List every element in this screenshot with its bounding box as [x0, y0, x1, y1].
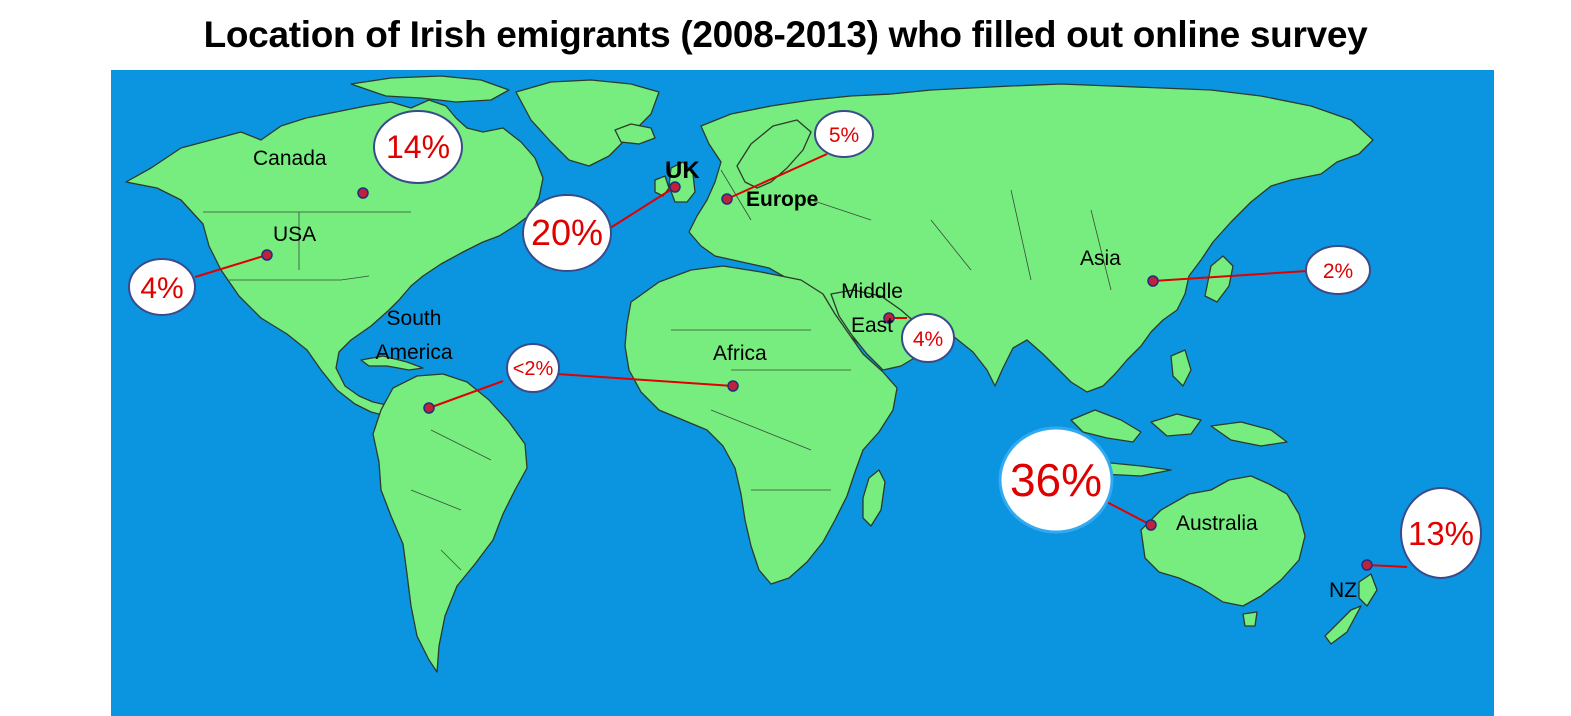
world-map-drawing: Canada USA UK Europe South America Afric…	[125, 75, 1482, 673]
leader-line-australia	[1100, 498, 1152, 526]
north-america-landmass	[125, 99, 544, 423]
scandinavia-landmass	[736, 119, 812, 189]
percent-usa: 4%	[140, 272, 183, 305]
madagascar-landmass	[862, 469, 886, 527]
region-label-africa: Africa	[713, 342, 767, 365]
bubble-australia: 36%	[998, 426, 1114, 534]
marker-south-america	[423, 402, 435, 414]
leader-line-nz	[1366, 564, 1408, 568]
caribbean-islands	[360, 355, 424, 371]
arctic-islands	[350, 75, 510, 103]
marker-usa	[261, 249, 273, 261]
iceland-landmass	[614, 123, 656, 145]
bubble-nz: 13%	[1400, 487, 1482, 579]
south-america-landmass	[372, 373, 528, 673]
japan-islands	[1204, 255, 1234, 303]
bubble-middle-east: 4%	[901, 313, 955, 363]
percent-europe: 5%	[829, 124, 859, 147]
australia-landmass	[1140, 475, 1306, 607]
leader-lines	[194, 153, 1408, 568]
leader-line-europe	[726, 153, 828, 200]
leader-line-usa	[194, 254, 268, 278]
percent-uk: 20%	[531, 212, 603, 253]
bubble-usa: 4%	[128, 258, 196, 316]
map-title: Location of Irish emigrants (2008-2013) …	[203, 14, 1368, 55]
region-label-middle-east-line1: Middle	[841, 280, 903, 303]
percent-australia: 36%	[1010, 454, 1102, 506]
region-label-nz: NZ	[1329, 579, 1357, 602]
marker-canada	[357, 187, 369, 199]
percent-asia: 2%	[1323, 260, 1353, 283]
region-label-uk: UK	[665, 157, 700, 184]
bubble-canada: 14%	[373, 110, 463, 184]
new-zealand-landmass	[1324, 573, 1378, 645]
leader-line-asia	[1152, 270, 1308, 282]
percent-south-america: <2%	[513, 358, 554, 380]
bubble-asia: 2%	[1305, 245, 1371, 295]
africa-landmass	[624, 265, 898, 585]
marker-asia	[1147, 275, 1159, 287]
region-label-south-america-line1: South	[387, 307, 442, 330]
percent-middle-east: 4%	[913, 328, 943, 351]
percent-nz: 13%	[1408, 515, 1474, 552]
marker-uk	[669, 181, 681, 193]
indonesia-islands	[1060, 349, 1288, 477]
marker-europe	[721, 193, 733, 205]
marker-australia	[1145, 519, 1157, 531]
region-label-canada: Canada	[253, 147, 327, 170]
leader-line-africa	[556, 373, 734, 387]
leader-line-uk	[606, 186, 676, 231]
region-label-usa: USA	[273, 223, 316, 246]
bubble-europe: 5%	[814, 110, 874, 158]
tasmania-landmass	[1242, 611, 1258, 627]
region-label-middle-east-line2: East	[851, 314, 893, 337]
marker-nz	[1361, 559, 1373, 571]
bubble-uk: 20%	[522, 194, 612, 272]
region-label-australia: Australia	[1176, 512, 1258, 535]
bubble-south-america: <2%	[506, 343, 560, 393]
leader-line-south-america	[428, 380, 504, 409]
region-label-south-america-line2: America	[375, 341, 452, 364]
percent-canada: 14%	[386, 129, 450, 165]
marker-middle-east	[883, 312, 895, 324]
region-label-europe: Europe	[746, 188, 818, 211]
greenland-landmass	[515, 79, 660, 167]
marker-africa	[727, 380, 739, 392]
region-label-asia: Asia	[1080, 247, 1121, 270]
location-markers	[261, 181, 1373, 571]
world-map: Canada USA UK Europe South America Afric…	[111, 70, 1494, 716]
